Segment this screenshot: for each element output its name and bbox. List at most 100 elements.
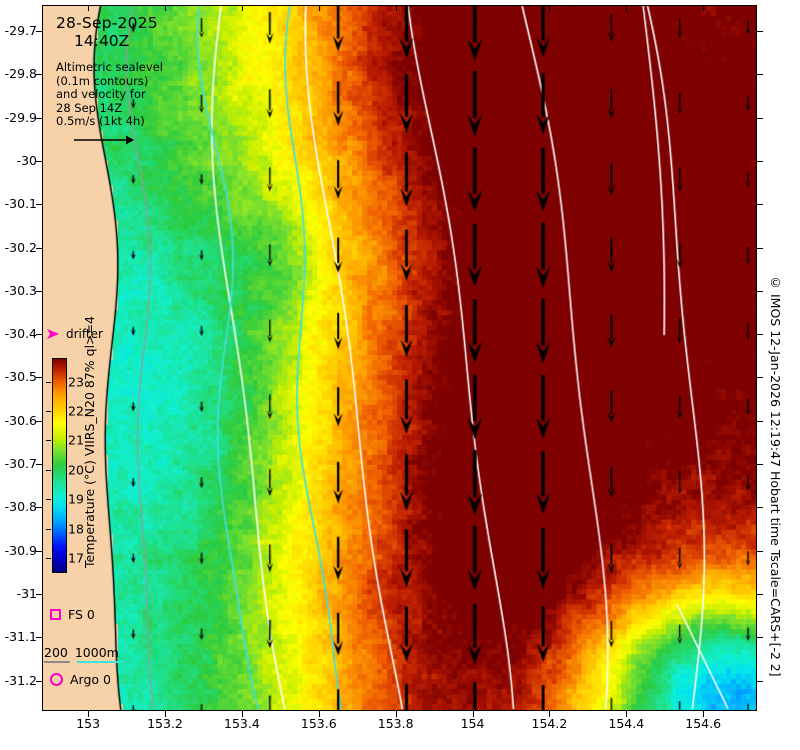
credit-text: © IMOS 12-Jan-2026 12:19:47 Hobart time … — [768, 275, 783, 677]
y-axis-tick-label: -30.6 — [4, 412, 37, 428]
y-axis-tick-mark — [36, 204, 42, 206]
y-axis-tick-mark-right — [757, 30, 763, 32]
legend-bathymetry: 200 1000m — [44, 645, 123, 663]
y-axis-tick-mark-right — [757, 377, 763, 379]
x-axis-tick-mark-top — [88, 5, 90, 11]
y-axis-tick-mark — [36, 30, 42, 32]
y-axis-tick-mark — [36, 420, 42, 422]
x-axis-tick-label: 153.4 — [223, 716, 260, 731]
header-date: 28-Sep-2025 — [56, 14, 158, 32]
y-axis-tick-mark-right — [757, 247, 763, 249]
x-axis-tick-mark — [241, 711, 243, 717]
desc-line-3: 28 Sep 14Z — [56, 100, 123, 115]
y-axis-tick-mark — [36, 507, 42, 509]
y-axis-tick-mark-right — [757, 204, 763, 206]
x-axis-tick-label: 154 — [460, 716, 485, 731]
y-axis-tick-label: -30.5 — [4, 369, 37, 385]
y-axis-tick-label: -30.8 — [4, 499, 37, 515]
legend-drifter: drifter — [46, 327, 103, 341]
colorbar-tick-label: 17 — [68, 550, 84, 566]
y-axis-tick-mark-right — [757, 594, 763, 596]
y-axis-tick-label: -29.8 — [4, 66, 37, 82]
desc-line-0: Altimetric sealevel — [56, 60, 163, 74]
y-axis-tick-mark-right — [757, 507, 763, 509]
x-axis-tick-mark-top — [395, 5, 397, 11]
y-axis-tick-mark-right — [757, 637, 763, 639]
x-axis-tick-label: 154.2 — [531, 716, 568, 731]
y-axis-tick-mark — [36, 377, 42, 379]
colorbar-tick-mark — [46, 381, 51, 383]
y-axis-tick-mark-right — [757, 74, 763, 76]
x-axis-tick-label: 153 — [76, 716, 101, 731]
header-time: 14:40Z — [74, 32, 130, 50]
x-axis-tick-mark — [472, 711, 474, 717]
colorbar-tick-mark — [46, 499, 51, 501]
map-plot-area — [42, 5, 757, 711]
y-axis-tick-label: -29.9 — [4, 109, 37, 125]
colorbar-tick-mark — [46, 440, 51, 442]
argo-circle-icon — [50, 673, 63, 686]
x-axis-tick-label: 154.4 — [608, 716, 645, 731]
y-axis-tick-mark — [36, 160, 42, 162]
legend-fs: FS 0 — [50, 607, 95, 622]
y-axis-tick-mark — [36, 680, 42, 682]
colorbar-tick-label: 22 — [68, 403, 84, 419]
y-axis-tick-label: -30.2 — [4, 239, 37, 255]
x-axis-tick-label: 154.6 — [685, 716, 722, 731]
legend-drifter-label: drifter — [66, 327, 103, 341]
x-axis-tick-mark-top — [703, 5, 705, 11]
fs-square-icon — [50, 609, 61, 620]
colorbar-tick-label: 21 — [68, 432, 84, 448]
x-axis-tick-mark-top — [472, 5, 474, 11]
x-axis-tick-mark — [88, 711, 90, 717]
velocity-scale-arrow-icon — [72, 132, 163, 151]
x-axis-tick-mark — [318, 711, 320, 717]
y-axis-tick-mark — [36, 594, 42, 596]
x-axis-tick-mark-top — [626, 5, 628, 11]
y-axis-tick-mark — [36, 550, 42, 552]
x-axis-tick-mark-top — [549, 5, 551, 11]
x-axis-tick-mark — [703, 711, 705, 717]
y-axis-tick-mark-right — [757, 160, 763, 162]
y-axis-tick-mark-right — [757, 680, 763, 682]
x-axis-tick-label: 153.6 — [300, 716, 337, 731]
y-axis-tick-mark — [36, 290, 42, 292]
y-axis-tick-mark-right — [757, 420, 763, 422]
bathy-1000-label: 1000m — [74, 645, 119, 660]
y-axis-tick-mark — [36, 637, 42, 639]
legend-argo: Argo 0 — [50, 672, 111, 687]
y-axis-tick-label: -30.9 — [4, 542, 37, 558]
x-axis-tick-mark-top — [241, 5, 243, 11]
x-axis-tick-label: 153.2 — [147, 716, 183, 731]
bathy-1000-line-icon — [77, 661, 123, 663]
x-axis-tick-mark-top — [318, 5, 320, 11]
y-axis-tick-label: -31 — [16, 586, 37, 602]
x-axis-tick-mark — [395, 711, 397, 717]
colorbar-tick-mark — [46, 528, 51, 530]
y-axis-tick-mark — [36, 117, 42, 119]
y-axis-tick-label: -29.7 — [4, 22, 37, 38]
x-axis-tick-mark — [165, 711, 166, 717]
bathy-200-label: 200 — [44, 645, 68, 660]
colorbar-tick-mark — [46, 469, 51, 471]
sst-raster-layer — [43, 6, 756, 710]
y-axis-tick-mark — [36, 74, 42, 76]
y-axis-tick-mark-right — [757, 550, 763, 552]
colorbar-tick-label: 23 — [68, 374, 84, 390]
x-axis-tick-mark-top — [165, 5, 166, 11]
desc-line-1: (0.1m contours) — [56, 73, 149, 88]
desc-line-4: 0.5m/s (1kt 4h) — [56, 114, 145, 129]
y-axis-tick-label: -30.1 — [4, 196, 37, 212]
map-header-annotation: 28-Sep-2025 14:40Z Altimetric sealevel (… — [56, 14, 163, 151]
y-axis-tick-label: -31.1 — [4, 629, 37, 645]
header-description: Altimetric sealevel (0.1m contours) and … — [56, 60, 163, 129]
y-axis-tick-label: -31.2 — [4, 672, 37, 688]
x-axis-tick-mark — [549, 711, 551, 717]
bathy-200-line-icon — [44, 661, 70, 663]
colorbar-tick-label: 19 — [68, 491, 84, 507]
y-axis-tick-mark — [36, 464, 42, 466]
x-axis-tick-label: 153.8 — [377, 716, 414, 731]
y-axis-tick-mark — [36, 334, 42, 336]
colorbar-tick-mark — [46, 558, 51, 560]
